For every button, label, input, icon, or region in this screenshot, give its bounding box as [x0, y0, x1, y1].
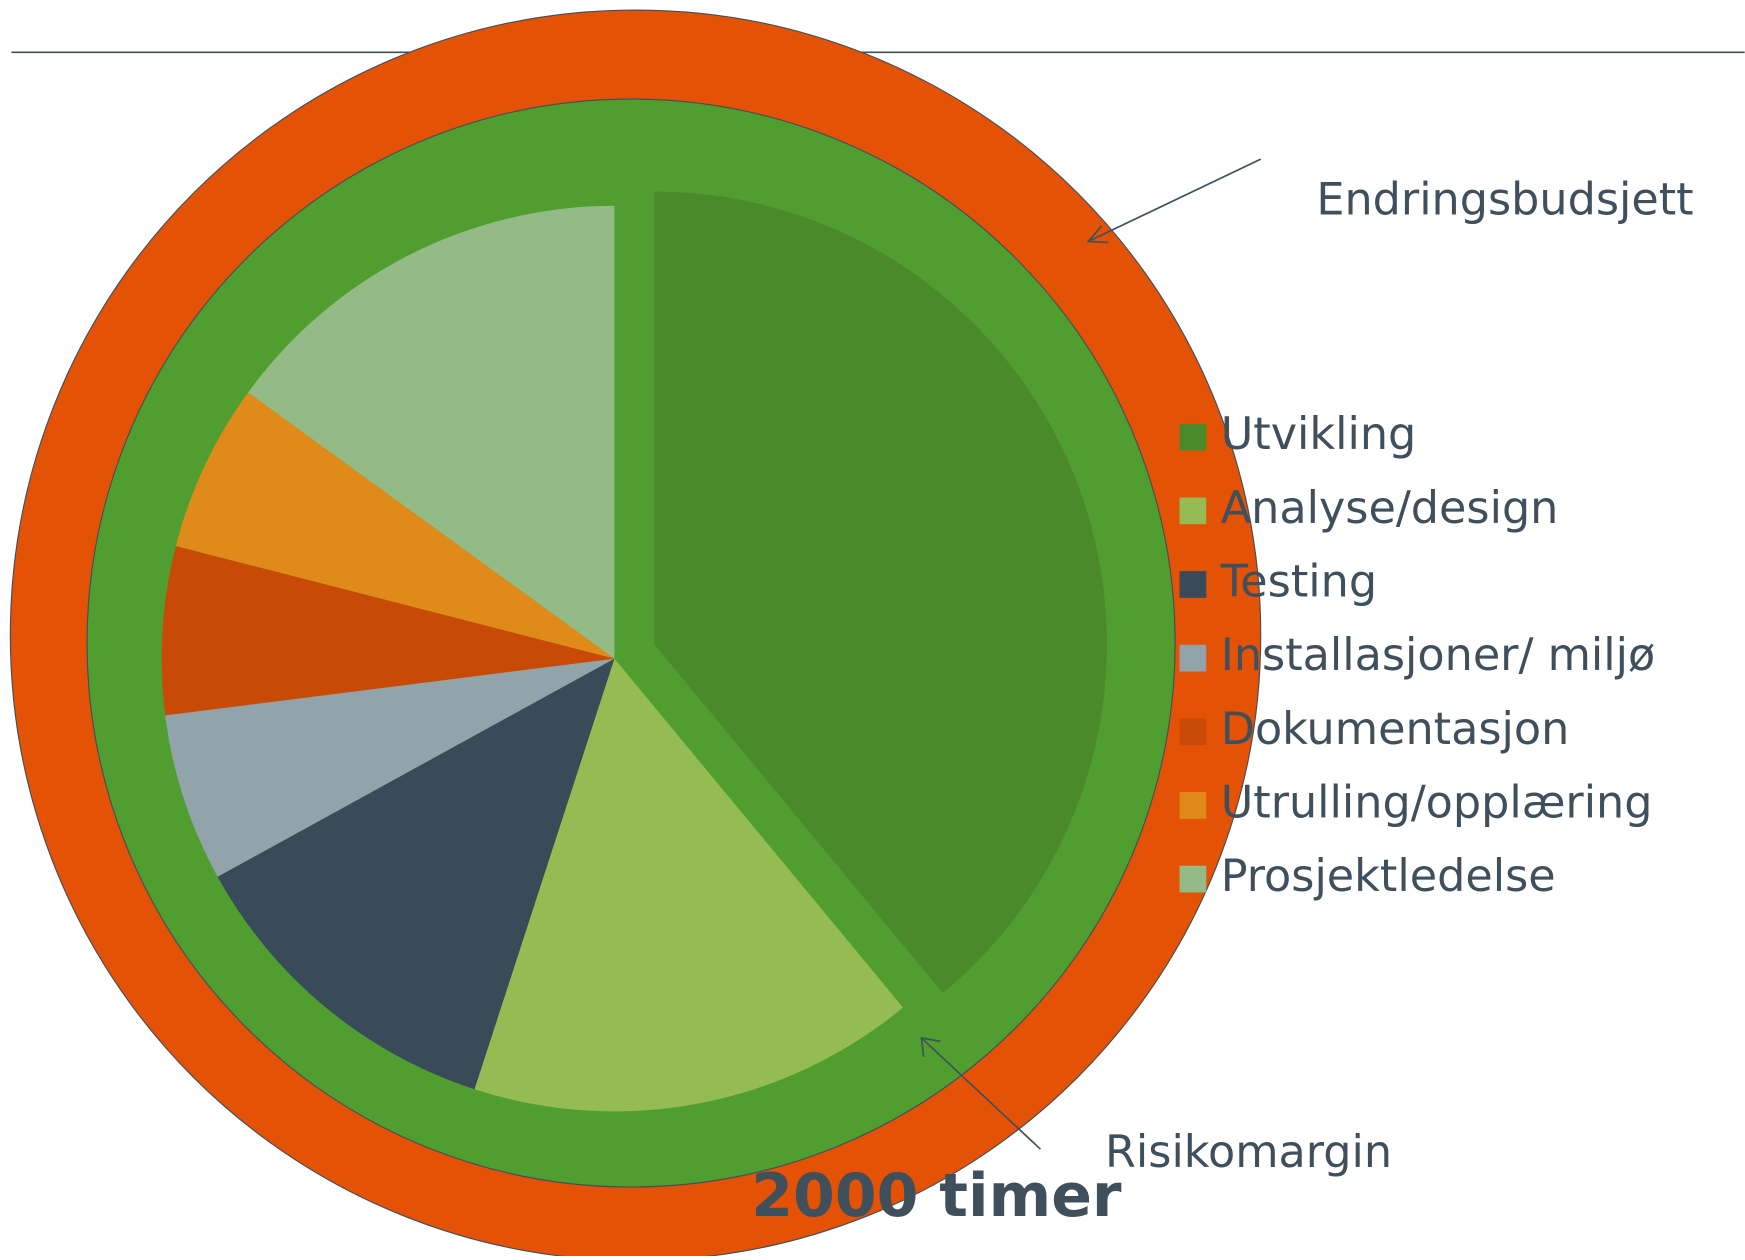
legend-swatch [1179, 644, 1207, 672]
legend-swatch [1179, 865, 1207, 893]
legend-swatch [1179, 792, 1207, 819]
pie-slice [248, 205, 615, 659]
pie-slice [654, 191, 1107, 994]
annotation: Risikomargin [1105, 1127, 1392, 1178]
arrow [1087, 158, 1262, 243]
pie [161, 191, 1107, 1112]
legend-swatch [1179, 497, 1207, 525]
annotation: 2000 timer [751, 1161, 1122, 1231]
legend-label: Prosjektledelse [1221, 851, 1556, 902]
pie-slice [175, 392, 615, 659]
arrow-head [1086, 225, 1109, 244]
legend-label: Utrulling/opplæring [1221, 777, 1653, 828]
legend-swatch [1179, 423, 1207, 451]
pie-slice [217, 658, 615, 1090]
annotation: Endringsbudsjett [1316, 174, 1693, 225]
legend-label: Installasjoner/ miljø [1221, 630, 1656, 681]
pie-slice [474, 658, 904, 1112]
pie-slice [161, 545, 615, 716]
arrow-head [920, 1036, 941, 1057]
legend: Utvikling Analyse/design Testing Installasj… [1179, 409, 1656, 902]
legend-label: Utvikling [1221, 409, 1417, 460]
legend-label: Testing [1220, 557, 1377, 608]
arrow [920, 1037, 1042, 1150]
legend-swatch [1179, 571, 1207, 598]
legend-label: Dokumentasjon [1221, 704, 1570, 755]
legend-label: Analyse/design [1221, 483, 1559, 534]
pie-slice [165, 658, 615, 877]
legend-swatch [1179, 718, 1207, 746]
